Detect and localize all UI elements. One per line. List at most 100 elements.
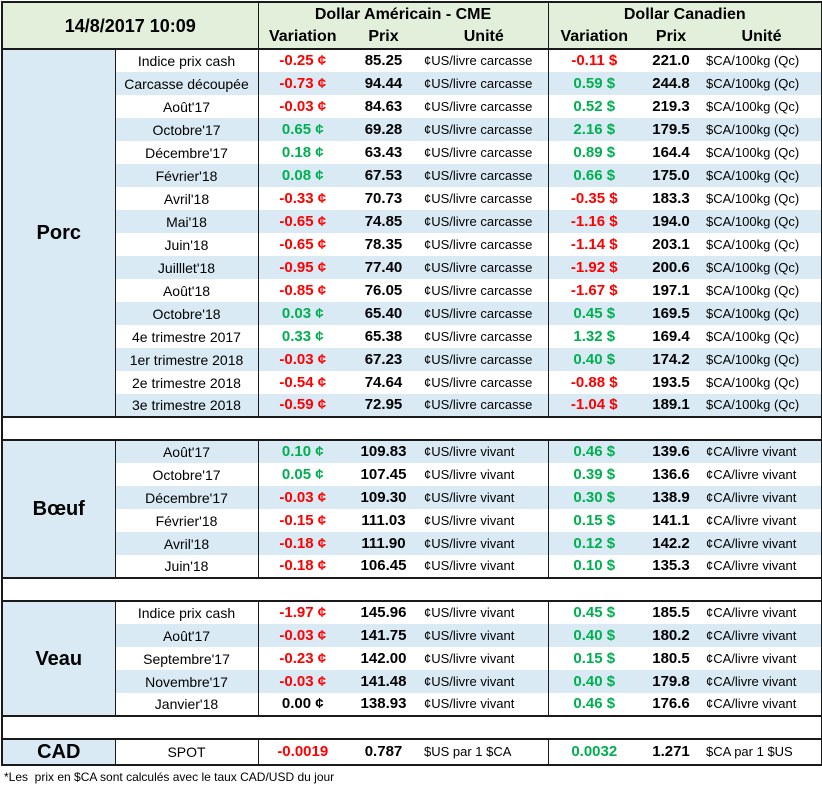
cad-price: 189.1 [640, 394, 703, 417]
cad-price: 141.1 [652, 511, 690, 529]
cad-price: 169.4 [652, 327, 690, 345]
cad-variation: 0.59 $ [548, 72, 641, 95]
cad-unit: $CA/100kg (Qc) [702, 118, 822, 141]
cad-unit: $CA/100kg (Qc) [706, 53, 800, 68]
cad-variation: 0.40 $ [548, 670, 641, 693]
item-name: Août'17 [115, 440, 259, 463]
cad-unit: $CA/100kg (Qc) [702, 210, 822, 233]
section-spacer [2, 715, 822, 740]
usd-variation: -0.65 ¢ [279, 235, 327, 253]
usd-variation-header: Variation [258, 26, 347, 50]
item-name: Août'17 [115, 624, 259, 647]
usd-variation: 0.65 ¢ [258, 118, 347, 141]
cad-unit: ¢CA/livre vivant [706, 466, 797, 482]
usd-variation: 0.05 ¢ [281, 465, 324, 483]
usd-variation: -0.59 ¢ [258, 394, 347, 417]
cad-price: 142.2 [640, 532, 703, 555]
item-name: Août'17 [115, 95, 259, 118]
cad-variation: 0.89 $ [573, 143, 616, 161]
usd-unit: ¢US/livre vivant [420, 601, 549, 624]
item-name: 2e trimestre 2018 [115, 371, 259, 394]
cad-unit: $CA/100kg (Qc) [706, 236, 800, 252]
table-row: Mai'18 -0.65 ¢ 74.85 ¢US/livre carcasse -1.1… [2, 210, 822, 233]
cad-unit: ¢CA/livre vivant [706, 558, 797, 573]
cad-variation: -0.11 $ [571, 52, 618, 69]
usd-variation: -0.73 ¢ [258, 72, 347, 95]
cad-variation: 0.52 $ [573, 97, 616, 115]
cad-variation: 0.12 $ [548, 532, 641, 555]
table-row: Février'18 0.08 ¢ 67.53 ¢US/livre carcasse 0… [2, 164, 822, 187]
cad-variation: 0.39 $ [573, 465, 616, 483]
section-spacer [2, 577, 822, 602]
cad-group-header: Dollar Canadien [548, 2, 822, 26]
usd-price: 69.28 [347, 118, 420, 141]
usd-variation: 0.33 ¢ [281, 327, 324, 345]
category-label: Porc [2, 49, 116, 417]
usd-unit: ¢US/livre carcasse [420, 187, 549, 210]
usd-variation: -1.97 ¢ [279, 604, 327, 621]
usd-variation: 0.10 ¢ [258, 440, 347, 463]
cad-unit: ¢CA/livre vivant [702, 670, 822, 693]
table-row: Août'18 -0.85 ¢ 76.05 ¢US/livre carcasse -1.… [2, 279, 822, 302]
usd-price: 65.38 [364, 327, 403, 345]
usd-variation: -0.03 ¢ [279, 97, 327, 115]
usd-unit: ¢US/livre carcasse [420, 279, 549, 302]
cad-unit: ¢CA/livre vivant [706, 650, 797, 666]
item-name: Octobre'17 [115, 118, 259, 141]
usd-variation: 0.03 ¢ [258, 302, 347, 325]
table-row: Juin'18 -0.65 ¢ 78.35 ¢US/livre carcasse -1.… [2, 233, 822, 256]
usd-unit: ¢US/livre carcasse [420, 371, 549, 394]
item-name: Décembre'17 [115, 486, 259, 509]
item-name: 4e trimestre 2017 [115, 325, 259, 348]
cad-price: 185.5 [652, 604, 690, 621]
item-name: Décembre'17 [115, 141, 259, 164]
cad-unit: $CA/100kg (Qc) [702, 394, 822, 417]
cad-price: 193.5 [652, 373, 690, 391]
cad-variation: -0.35 $ [570, 189, 618, 207]
usd-price: 65.40 [347, 302, 420, 325]
usd-price: 67.23 [347, 348, 420, 371]
usd-variation: 0.08 ¢ [258, 164, 347, 187]
cad-price: 164.4 [652, 143, 690, 161]
item-name: 1er trimestre 2018 [115, 348, 259, 371]
item-name: Avril'18 [115, 532, 259, 555]
table-row: Décembre'17 0.18 ¢ 63.43 ¢US/livre carcasse… [2, 141, 822, 164]
item-name: Janvier'18 [115, 693, 259, 716]
table-row: Veau Indice prix cash -1.97 ¢ 145.96 ¢US/liv… [2, 601, 822, 716]
footnote: *Les prix en $CA sont calculés avec le t… [4, 770, 335, 784]
cad-unit: $CA/100kg (Qc) [706, 328, 800, 344]
usd-variation: -0.33 ¢ [279, 189, 327, 207]
cad-unit: $CA/100kg (Qc) [702, 164, 822, 187]
cad-variation: -1.16 $ [548, 210, 641, 233]
cad-unit: $CA/100kg (Qc) [702, 348, 822, 371]
item-name: Carcasse découpée [115, 72, 259, 95]
item-name: Février'18 [115, 164, 259, 187]
usd-unit: ¢US/livre vivant [420, 463, 549, 486]
usd-unit: ¢US/livre carcasse [420, 72, 549, 95]
usd-price-header: Prix [347, 26, 420, 50]
cad-unit: ¢CA/livre vivant [706, 512, 797, 528]
currency-label: CAD [2, 739, 116, 765]
cad-variation: 0.15 $ [573, 511, 616, 529]
price-table: 14/8/2017 10:09 Dollar Américain - CME D… [1, 1, 822, 766]
cad-unit: $CA/100kg (Qc) [702, 72, 822, 95]
cad-unit-header: Unité [702, 26, 822, 50]
item-name: SPOT [115, 739, 259, 765]
cad-variation: 0.15 $ [573, 649, 616, 667]
usd-unit: ¢US/livre carcasse [420, 256, 549, 279]
table-row: Février'18 -0.15 ¢ 111.03 ¢US/livre vivant 0… [2, 509, 822, 532]
usd-unit: ¢US/livre carcasse [420, 95, 549, 118]
usd-unit: ¢US/livre vivant [420, 624, 549, 647]
usd-unit: ¢US/livre carcasse [420, 325, 549, 348]
cad-price: 244.8 [640, 72, 703, 95]
cad-unit: $CA/100kg (Qc) [706, 374, 800, 390]
item-name: Septembre'17 [115, 647, 259, 670]
table-row: Octobre'17 0.65 ¢ 69.28 ¢US/livre carcasse 2… [2, 118, 822, 141]
item-name: Indice prix cash [115, 601, 259, 624]
cad-variation: 0.46 $ [548, 440, 641, 463]
cad-price: 183.3 [652, 189, 690, 207]
usd-variation: 0.00 ¢ [281, 695, 324, 712]
usd-group-header: Dollar Américain - CME [258, 2, 549, 26]
cad-variation: 0.40 $ [548, 348, 641, 371]
usd-unit: ¢US/livre carcasse [420, 348, 549, 371]
